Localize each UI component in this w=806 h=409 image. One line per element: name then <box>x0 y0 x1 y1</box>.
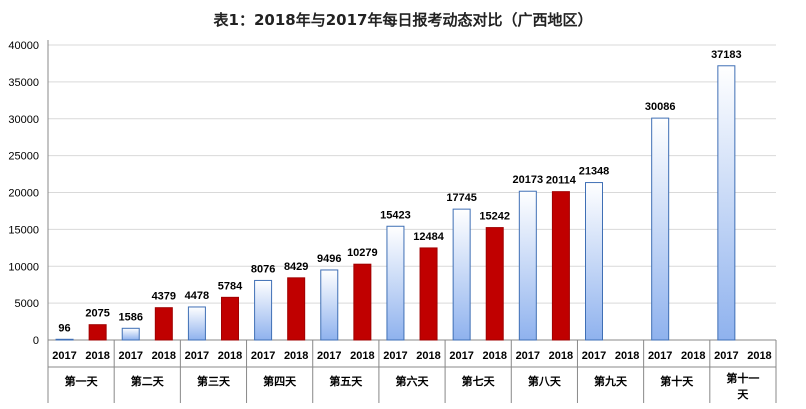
group-label: 第五天 <box>329 374 363 388</box>
x-tick-label: 2018 <box>284 350 308 362</box>
group-label: 第二天 <box>131 374 165 388</box>
data-label: 1586 <box>118 311 142 323</box>
y-tick-label: 15000 <box>8 224 39 236</box>
data-label: 17745 <box>446 192 477 204</box>
x-tick-label: 2018 <box>747 350 771 362</box>
x-tick-label: 2017 <box>317 350 341 362</box>
data-label: 20173 <box>513 174 544 186</box>
bar-2018 <box>551 191 570 341</box>
x-tick-label: 2018 <box>85 350 109 362</box>
x-tick-label: 2017 <box>251 350 275 362</box>
data-label: 15242 <box>479 211 510 223</box>
x-tick-label: 2018 <box>416 350 440 362</box>
bar-2017 <box>585 182 603 341</box>
x-tick-label: 2018 <box>681 350 705 362</box>
data-label: 9496 <box>317 253 341 265</box>
x-tick-label: 2017 <box>383 350 407 362</box>
data-label: 4379 <box>152 291 176 303</box>
bar-2018 <box>154 307 173 341</box>
bar-2017 <box>651 117 670 341</box>
bar-2017 <box>386 225 405 341</box>
bar-2017 <box>121 327 140 341</box>
group-label: 第七天 <box>462 374 496 388</box>
data-label: 12484 <box>413 231 444 243</box>
group-label: 第九天 <box>594 374 628 388</box>
bar-2018 <box>287 277 306 341</box>
x-tick-label: 2017 <box>118 350 142 362</box>
y-axis: 0 5000 10000 15000 20000 25000 30000 35000 40000 <box>8 40 49 403</box>
data-labels: 96 2075 1586 4379 4478 5784 8076 8429 9496 10279 1… <box>58 49 741 335</box>
y-tick-label: 10000 <box>8 261 39 273</box>
data-label: 37183 <box>711 49 742 61</box>
x-tick-label: 2018 <box>152 350 176 362</box>
bar-2017 <box>55 338 74 341</box>
bar-2017 <box>518 190 537 341</box>
x-axis: 2017 2018 2017 2018 2017 2018 2017 2018 2017 2018… <box>47 340 777 403</box>
bar-2017 <box>187 306 206 341</box>
x-tick-label: 2017 <box>582 350 606 362</box>
x-tick-label: 2018 <box>549 350 573 362</box>
bar-2018 <box>353 263 372 341</box>
data-label: 5784 <box>218 280 243 292</box>
group-label: 第八天 <box>528 374 562 388</box>
data-label: 2075 <box>85 308 109 320</box>
y-tick-label: 25000 <box>8 151 39 163</box>
data-label: 96 <box>58 322 70 334</box>
data-label: 30086 <box>645 101 676 113</box>
x-tick-label: 2017 <box>185 350 209 362</box>
bar-2018 <box>88 324 107 341</box>
group-label: 第六天 <box>396 374 430 388</box>
bar-2017 <box>717 65 736 341</box>
x-tick-label: 2017 <box>449 350 473 362</box>
group-label: 天 <box>737 388 749 401</box>
bar-2018 <box>221 296 239 341</box>
data-label: 21348 <box>579 166 610 178</box>
bar-2017 <box>320 269 339 341</box>
grid <box>48 44 776 341</box>
bars <box>55 65 736 341</box>
x-tick-label: 2017 <box>648 350 672 362</box>
x-tick-label: 2018 <box>482 350 506 362</box>
x-tick-label: 2018 <box>218 350 242 362</box>
x-tick-label: 2018 <box>350 350 374 362</box>
data-label: 15423 <box>380 209 411 221</box>
y-tick-label: 30000 <box>8 114 39 126</box>
y-tick-label: 0 <box>33 335 39 347</box>
x-tick-label: 2017 <box>714 350 738 362</box>
data-label: 8076 <box>251 263 275 275</box>
chart-title: 表1：2018年与2017年每日报考动态对比（广西地区） <box>214 11 593 29</box>
x-tick-label: 2017 <box>516 350 540 362</box>
y-tick-label: 20000 <box>8 188 39 200</box>
y-tick-label: 35000 <box>8 77 39 89</box>
group-label: 第三天 <box>197 374 231 388</box>
x-tick-label: 2017 <box>52 350 76 362</box>
bar-2018 <box>419 247 438 341</box>
bar-2017 <box>452 208 471 341</box>
data-label: 4478 <box>185 290 209 302</box>
bar-2017 <box>254 279 273 341</box>
group-label: 第十天 <box>660 374 694 388</box>
x-tick-label: 2018 <box>615 350 639 362</box>
group-label: 第一天 <box>65 374 99 388</box>
data-label: 20114 <box>546 175 577 187</box>
group-label: 第十一 <box>726 371 759 385</box>
group-label: 第四天 <box>263 374 297 388</box>
bar-2018 <box>485 227 504 341</box>
data-label: 10279 <box>347 247 378 259</box>
y-tick-label: 5000 <box>15 298 39 310</box>
y-tick-label: 40000 <box>8 40 39 52</box>
data-label: 8429 <box>284 261 308 273</box>
